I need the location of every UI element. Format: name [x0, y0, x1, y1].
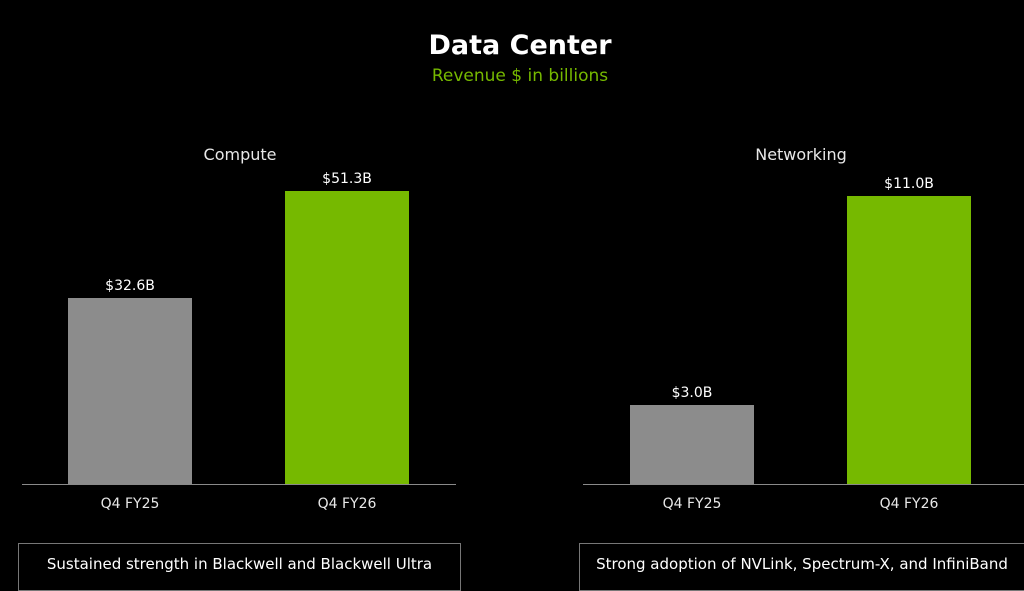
compute-bar-q4-fy25	[68, 297, 192, 484]
networking-bar-q4-fy25	[630, 405, 754, 484]
networking-category-label-q4-fy26: Q4 FY26	[879, 496, 939, 512]
networking-value-label-q4-fy26: $11.0B	[884, 176, 934, 192]
compute-value-label-q4-fy26: $51.3B	[322, 171, 372, 187]
networking-category-label-q4-fy25: Q4 FY25	[662, 496, 722, 512]
networking-chart-title: Networking	[755, 145, 847, 164]
compute-bar-q4-fy26	[285, 191, 409, 484]
compute-chart-title: Compute	[203, 145, 277, 164]
networking-x-axis	[583, 484, 1024, 485]
compute-category-label-q4-fy25: Q4 FY25	[100, 496, 160, 512]
compute-x-axis	[22, 484, 456, 485]
networking-bar-q4-fy26	[847, 196, 971, 484]
page-title: Data Center	[428, 30, 612, 61]
page-subtitle: Revenue $ in billions	[431, 66, 609, 86]
compute-value-label-q4-fy25: $32.6B	[105, 277, 155, 294]
compute-category-label-q4-fy26: Q4 FY26	[317, 496, 377, 512]
networking-value-label-q4-fy25: $3.0B	[671, 385, 713, 402]
